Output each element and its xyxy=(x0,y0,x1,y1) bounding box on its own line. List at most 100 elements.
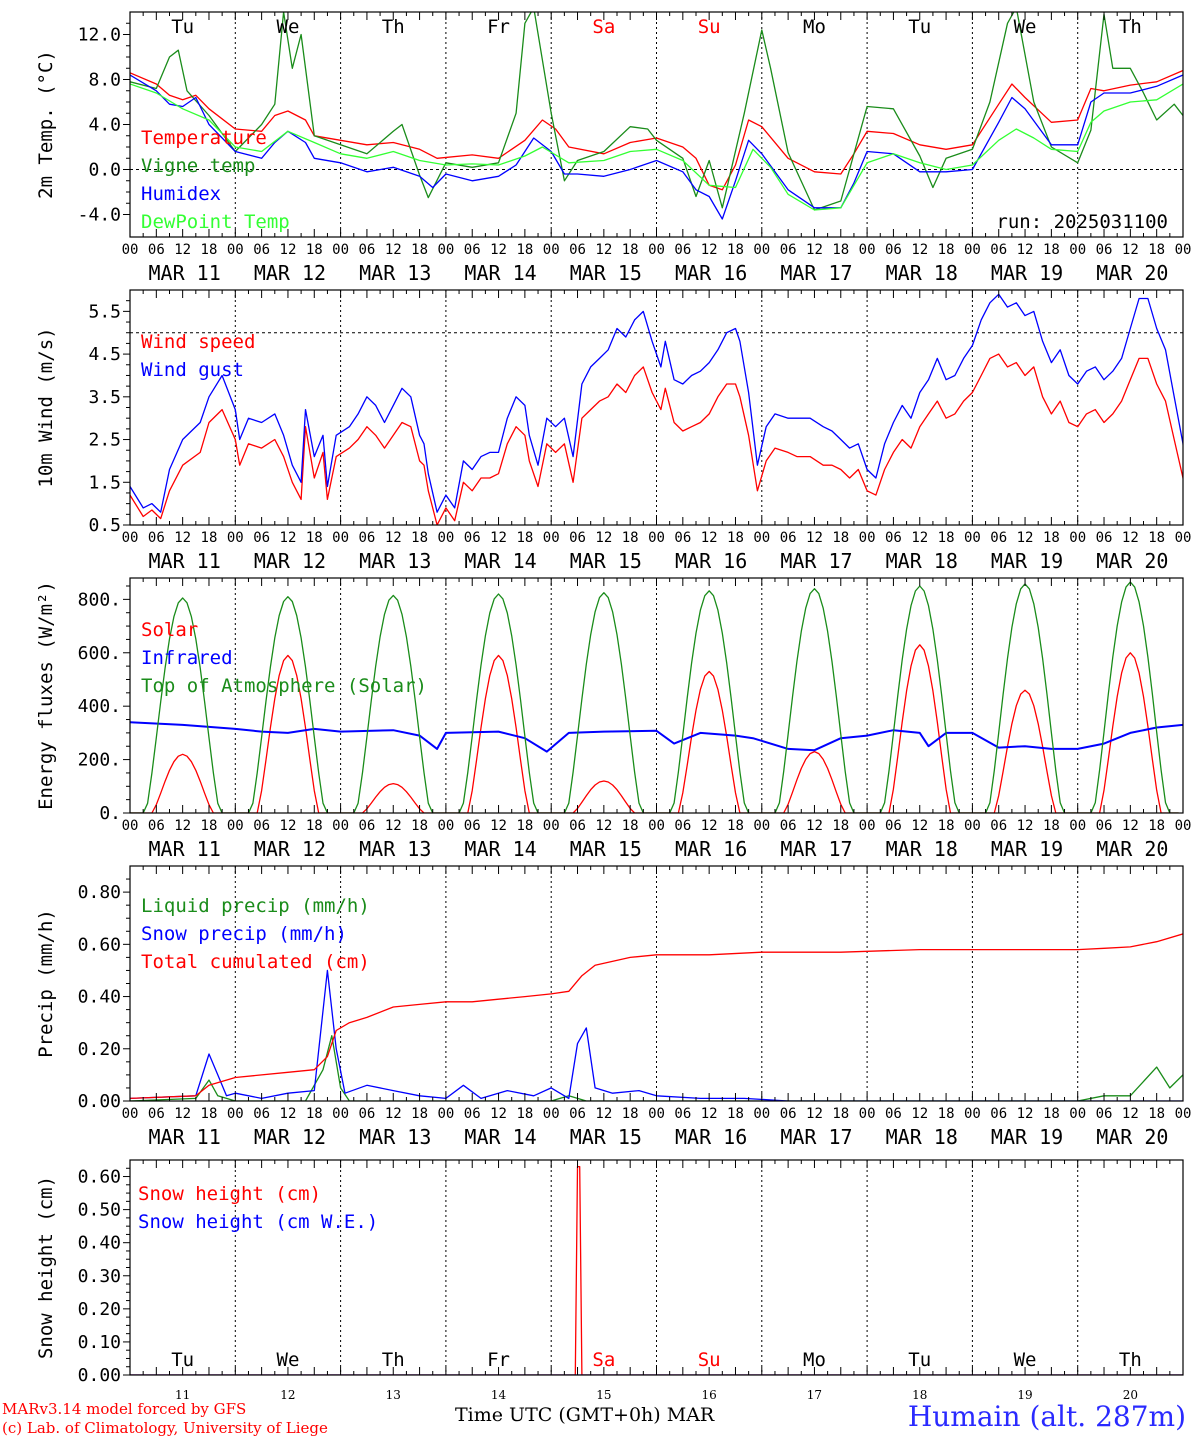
legend-label: Snow height (cm) xyxy=(138,1183,321,1205)
x-hour-label: 12 xyxy=(1122,818,1139,834)
x-hour-label: 18 xyxy=(306,530,323,546)
y-tick-label: 8.0 xyxy=(88,70,121,91)
lab-credit: (c) Lab. of Climatology, University of L… xyxy=(2,1419,328,1437)
x-hour-label: 00 xyxy=(964,530,981,546)
y-tick-label: 0.10 xyxy=(78,1332,121,1353)
x-date-label: MAR 20 xyxy=(1096,261,1168,285)
series-line-top-of-atmosphere-solar- xyxy=(130,581,1179,813)
x-date-label: MAR 19 xyxy=(991,837,1063,861)
series-line-wind-gust xyxy=(130,293,1183,513)
y-tick-label: 0.00 xyxy=(78,1365,121,1386)
x-date-label: MAR 18 xyxy=(886,837,958,861)
x-hour-label: 06 xyxy=(358,818,375,834)
x-hour-label: 12 xyxy=(1017,818,1034,834)
x-date-label: MAR 13 xyxy=(359,549,431,573)
x-hour-label: 18 xyxy=(622,818,639,834)
x-hour-label: 00 xyxy=(859,530,876,546)
x-hour-label: 00 xyxy=(964,1106,981,1122)
x-date-label: MAR 11 xyxy=(149,261,221,285)
day-number-label: 18 xyxy=(912,1388,927,1402)
x-date-label: MAR 20 xyxy=(1096,1125,1168,1149)
x-hour-label: 00 xyxy=(753,242,770,258)
x-hour-label: 00 xyxy=(1175,818,1192,834)
x-hour-label: 18 xyxy=(832,1106,849,1122)
x-hour-label: 00 xyxy=(1069,818,1086,834)
x-date-label: MAR 17 xyxy=(780,1125,852,1149)
model-credit: MARv3.14 model forced by GFS xyxy=(2,1400,247,1418)
x-hour-label: 18 xyxy=(622,530,639,546)
x-hour-label: 06 xyxy=(780,242,797,258)
x-hour-label: 12 xyxy=(1017,1106,1034,1122)
x-date-label: MAR 20 xyxy=(1096,837,1168,861)
x-date-label: MAR 11 xyxy=(149,549,221,573)
y-tick-label: 600. xyxy=(78,643,121,664)
y-tick-label: 800. xyxy=(78,589,121,610)
x-hour-label: 18 xyxy=(938,242,955,258)
x-date-label: MAR 19 xyxy=(991,549,1063,573)
panel-wind: Wind speed Wind gust 0.5 1.5 2.5 3.5 4.5 5.5 10m… xyxy=(35,289,1191,573)
y-tick-label: 2.5 xyxy=(88,430,121,451)
x-hour-label: 06 xyxy=(780,530,797,546)
x-hour-label: 18 xyxy=(1148,1106,1165,1122)
x-hour-label: 06 xyxy=(253,818,270,834)
legend-label: Wind gust xyxy=(141,359,244,381)
weekday-label: We xyxy=(277,1349,300,1371)
y-tick-label: 12.0 xyxy=(78,25,121,46)
x-hour-label: 12 xyxy=(911,1106,928,1122)
legend-label: Top of Atmosphere (Solar) xyxy=(141,675,427,697)
series-line-liquid-precip-mm-h- xyxy=(130,1035,1183,1101)
x-hour-label: 06 xyxy=(990,818,1007,834)
x-hour-label: 18 xyxy=(622,1106,639,1122)
x-hour-label: 12 xyxy=(1122,530,1139,546)
x-date-label: MAR 13 xyxy=(359,837,431,861)
x-hour-label: 12 xyxy=(911,818,928,834)
x-hour-label: 00 xyxy=(859,818,876,834)
x-hour-label: 18 xyxy=(1148,818,1165,834)
x-axis-title-text: Time UTC (GMT+0h) xyxy=(455,1404,661,1426)
day-number-label: 12 xyxy=(280,1388,295,1402)
x-hour-label: 18 xyxy=(411,530,428,546)
x-hour-label: 06 xyxy=(990,242,1007,258)
x-hour-label: 00 xyxy=(227,818,244,834)
weekday-label: Fr xyxy=(487,1349,510,1371)
x-hour-label: 06 xyxy=(885,1106,902,1122)
weekday-label: Th xyxy=(382,16,405,38)
x-hour-label: 06 xyxy=(569,530,586,546)
y-tick-label: 5.5 xyxy=(88,301,121,322)
x-hour-label: 18 xyxy=(411,242,428,258)
x-date-label: MAR 11 xyxy=(149,1125,221,1149)
x-hour-label: 18 xyxy=(306,242,323,258)
x-hour-label: 12 xyxy=(490,1106,507,1122)
y-tick-label: 0.50 xyxy=(78,1200,121,1221)
x-hour-label: 00 xyxy=(1175,242,1192,258)
x-hour-label: 00 xyxy=(648,818,665,834)
x-hour-label: 06 xyxy=(885,818,902,834)
x-hour-label: 06 xyxy=(464,242,481,258)
x-hour-label: 18 xyxy=(622,242,639,258)
x-date-label: MAR 11 xyxy=(149,837,221,861)
x-hour-label: 06 xyxy=(1096,530,1113,546)
x-hour-label: 18 xyxy=(516,1106,533,1122)
x-hour-label: 12 xyxy=(701,242,718,258)
x-hour-label: 12 xyxy=(701,530,718,546)
x-hour-label: 18 xyxy=(727,818,744,834)
series-line-snow-height-cm- xyxy=(130,1165,1183,1375)
x-hour-label: 00 xyxy=(1069,1106,1086,1122)
x-hour-label: 06 xyxy=(358,530,375,546)
x-date-label: MAR 14 xyxy=(464,837,536,861)
x-hour-label: 18 xyxy=(1043,242,1060,258)
legend-label: Infrared xyxy=(141,647,233,669)
y-tick-label: 4.5 xyxy=(88,344,121,365)
x-hour-label: 12 xyxy=(595,1106,612,1122)
x-axis-title: Time UTC (GMT+0h) MAR xyxy=(455,1404,714,1426)
x-hour-label: 18 xyxy=(1043,1106,1060,1122)
x-hour-label: 00 xyxy=(648,1106,665,1122)
x-hour-label: 12 xyxy=(174,818,191,834)
x-hour-label: 00 xyxy=(437,818,454,834)
x-hour-label: 12 xyxy=(595,242,612,258)
y-axis-label: 10m Wind (m/s) xyxy=(35,327,57,487)
x-hour-label: 18 xyxy=(201,1106,218,1122)
x-hour-label: 00 xyxy=(753,530,770,546)
y-tick-label: 1.5 xyxy=(88,472,121,493)
